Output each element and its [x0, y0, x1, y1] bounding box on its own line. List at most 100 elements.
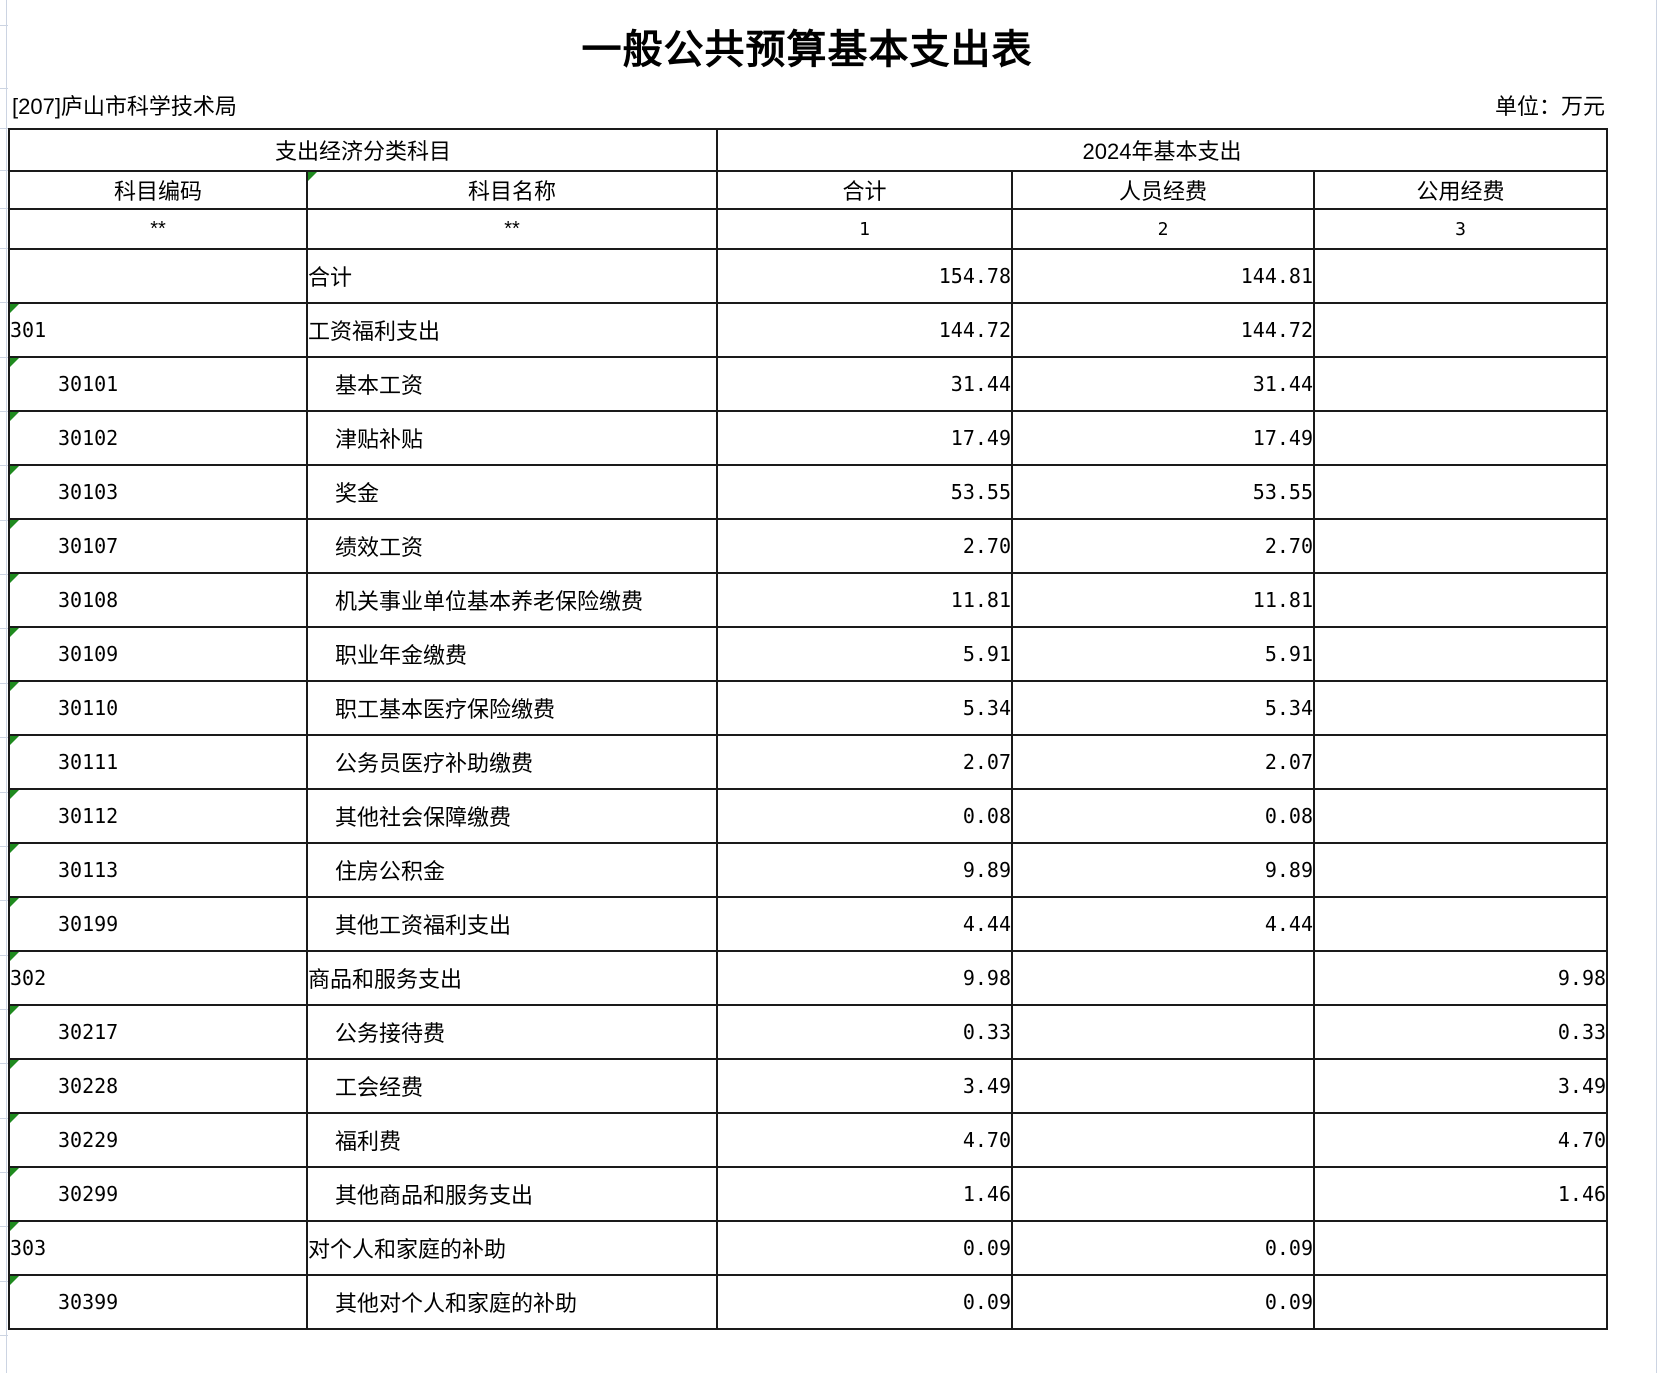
personnel-cell[interactable]: 5.34 [1011, 680, 1316, 736]
total-cell[interactable]: 0.08 [716, 788, 1014, 844]
code-cell[interactable]: 303 [8, 1220, 308, 1276]
public-cell[interactable] [1313, 356, 1609, 412]
name-cell[interactable]: 津贴补贴 [305, 410, 719, 466]
total-cell[interactable]: 31.44 [716, 356, 1014, 412]
name-cell[interactable]: 其他商品和服务支出 [305, 1166, 719, 1222]
total-cell[interactable]: 53.55 [716, 464, 1014, 520]
total-cell[interactable]: 4.44 [716, 896, 1014, 952]
public-cell[interactable] [1313, 572, 1609, 628]
code-cell[interactable]: 302 [8, 950, 308, 1006]
name-cell[interactable]: 基本工资 [305, 356, 719, 412]
total-cell[interactable]: 2.07 [716, 734, 1014, 790]
personnel-cell[interactable]: 53.55 [1011, 464, 1316, 520]
header-2024-basic-expenditure[interactable]: 2024年基本支出 [716, 128, 1609, 172]
public-cell[interactable] [1313, 302, 1609, 358]
total-cell[interactable]: 0.33 [716, 1004, 1014, 1060]
total-cell[interactable]: 3.49 [716, 1058, 1014, 1114]
total-cell[interactable]: 4.70 [716, 1112, 1014, 1168]
personnel-cell[interactable] [1011, 1166, 1316, 1222]
name-cell[interactable]: 商品和服务支出 [305, 950, 719, 1006]
public-cell[interactable] [1313, 410, 1609, 466]
name-cell[interactable]: 绩效工资 [305, 518, 719, 574]
total-cell[interactable]: 17.49 [716, 410, 1014, 466]
header-public-funds[interactable]: 公用经费 [1313, 170, 1609, 210]
name-cell[interactable]: 奖金 [305, 464, 719, 520]
public-cell[interactable]: 0.33 [1313, 1004, 1609, 1060]
code-cell[interactable]: 30113 [8, 842, 308, 898]
name-cell[interactable]: 对个人和家庭的补助 [305, 1220, 719, 1276]
name-cell[interactable]: 工资福利支出 [305, 302, 719, 358]
public-cell[interactable] [1313, 1220, 1609, 1276]
name-cell[interactable]: 公务员医疗补助缴费 [305, 734, 719, 790]
public-cell[interactable]: 9.98 [1313, 950, 1609, 1006]
code-cell[interactable]: 30399 [8, 1274, 308, 1330]
personnel-cell[interactable]: 11.81 [1011, 572, 1316, 628]
index-public-cell[interactable]: 3 [1313, 208, 1609, 250]
public-cell[interactable] [1313, 788, 1609, 844]
public-cell[interactable] [1313, 680, 1609, 736]
personnel-cell[interactable] [1011, 1058, 1316, 1114]
total-cell[interactable]: 0.09 [716, 1274, 1014, 1330]
total-cell[interactable]: 1.46 [716, 1166, 1014, 1222]
header-personnel-funds[interactable]: 人员经费 [1011, 170, 1316, 210]
mask-code-cell[interactable]: ** [8, 208, 308, 250]
code-cell[interactable]: 30229 [8, 1112, 308, 1168]
personnel-cell[interactable]: 5.91 [1011, 626, 1316, 682]
name-cell[interactable]: 其他对个人和家庭的补助 [305, 1274, 719, 1330]
name-cell[interactable]: 合计 [305, 248, 719, 304]
name-cell[interactable]: 机关事业单位基本养老保险缴费 [305, 572, 719, 628]
public-cell[interactable] [1313, 1274, 1609, 1330]
personnel-cell[interactable] [1011, 1004, 1316, 1060]
personnel-cell[interactable]: 2.70 [1011, 518, 1316, 574]
total-cell[interactable]: 2.70 [716, 518, 1014, 574]
total-cell[interactable]: 11.81 [716, 572, 1014, 628]
total-cell[interactable]: 154.78 [716, 248, 1014, 304]
code-cell[interactable]: 30108 [8, 572, 308, 628]
code-cell[interactable]: 30109 [8, 626, 308, 682]
personnel-cell[interactable]: 9.89 [1011, 842, 1316, 898]
public-cell[interactable] [1313, 464, 1609, 520]
personnel-cell[interactable]: 144.72 [1011, 302, 1316, 358]
public-cell[interactable] [1313, 842, 1609, 898]
code-cell[interactable]: 30199 [8, 896, 308, 952]
personnel-cell[interactable]: 144.81 [1011, 248, 1316, 304]
code-cell[interactable]: 30103 [8, 464, 308, 520]
public-cell[interactable]: 4.70 [1313, 1112, 1609, 1168]
personnel-cell[interactable]: 0.08 [1011, 788, 1316, 844]
name-cell[interactable]: 福利费 [305, 1112, 719, 1168]
name-cell[interactable]: 职工基本医疗保险缴费 [305, 680, 719, 736]
personnel-cell[interactable]: 31.44 [1011, 356, 1316, 412]
code-cell[interactable]: 30217 [8, 1004, 308, 1060]
header-total[interactable]: 合计 [716, 170, 1014, 210]
personnel-cell[interactable]: 0.09 [1011, 1220, 1316, 1276]
total-cell[interactable]: 144.72 [716, 302, 1014, 358]
code-cell[interactable]: 30110 [8, 680, 308, 736]
public-cell[interactable] [1313, 518, 1609, 574]
code-cell[interactable] [8, 248, 308, 304]
header-subject-code[interactable]: 科目编码 [8, 170, 308, 210]
code-cell[interactable]: 30101 [8, 356, 308, 412]
name-cell[interactable]: 公务接待费 [305, 1004, 719, 1060]
header-subject-name[interactable]: 科目名称 [305, 170, 719, 210]
public-cell[interactable]: 1.46 [1313, 1166, 1609, 1222]
name-cell[interactable]: 住房公积金 [305, 842, 719, 898]
code-cell[interactable]: 30102 [8, 410, 308, 466]
code-cell[interactable]: 30107 [8, 518, 308, 574]
personnel-cell[interactable]: 17.49 [1011, 410, 1316, 466]
code-cell[interactable]: 301 [8, 302, 308, 358]
name-cell[interactable]: 其他社会保障缴费 [305, 788, 719, 844]
public-cell[interactable] [1313, 248, 1609, 304]
total-cell[interactable]: 5.91 [716, 626, 1014, 682]
total-cell[interactable]: 9.89 [716, 842, 1014, 898]
personnel-cell[interactable] [1011, 1112, 1316, 1168]
total-cell[interactable]: 0.09 [716, 1220, 1014, 1276]
code-cell[interactable]: 30112 [8, 788, 308, 844]
public-cell[interactable] [1313, 896, 1609, 952]
header-expenditure-classification[interactable]: 支出经济分类科目 [7, 128, 719, 172]
public-cell[interactable] [1313, 626, 1609, 682]
mask-name-cell[interactable]: ** [305, 208, 719, 250]
name-cell[interactable]: 其他工资福利支出 [305, 896, 719, 952]
personnel-cell[interactable]: 0.09 [1011, 1274, 1316, 1330]
name-cell[interactable]: 工会经费 [305, 1058, 719, 1114]
public-cell[interactable] [1313, 734, 1609, 790]
